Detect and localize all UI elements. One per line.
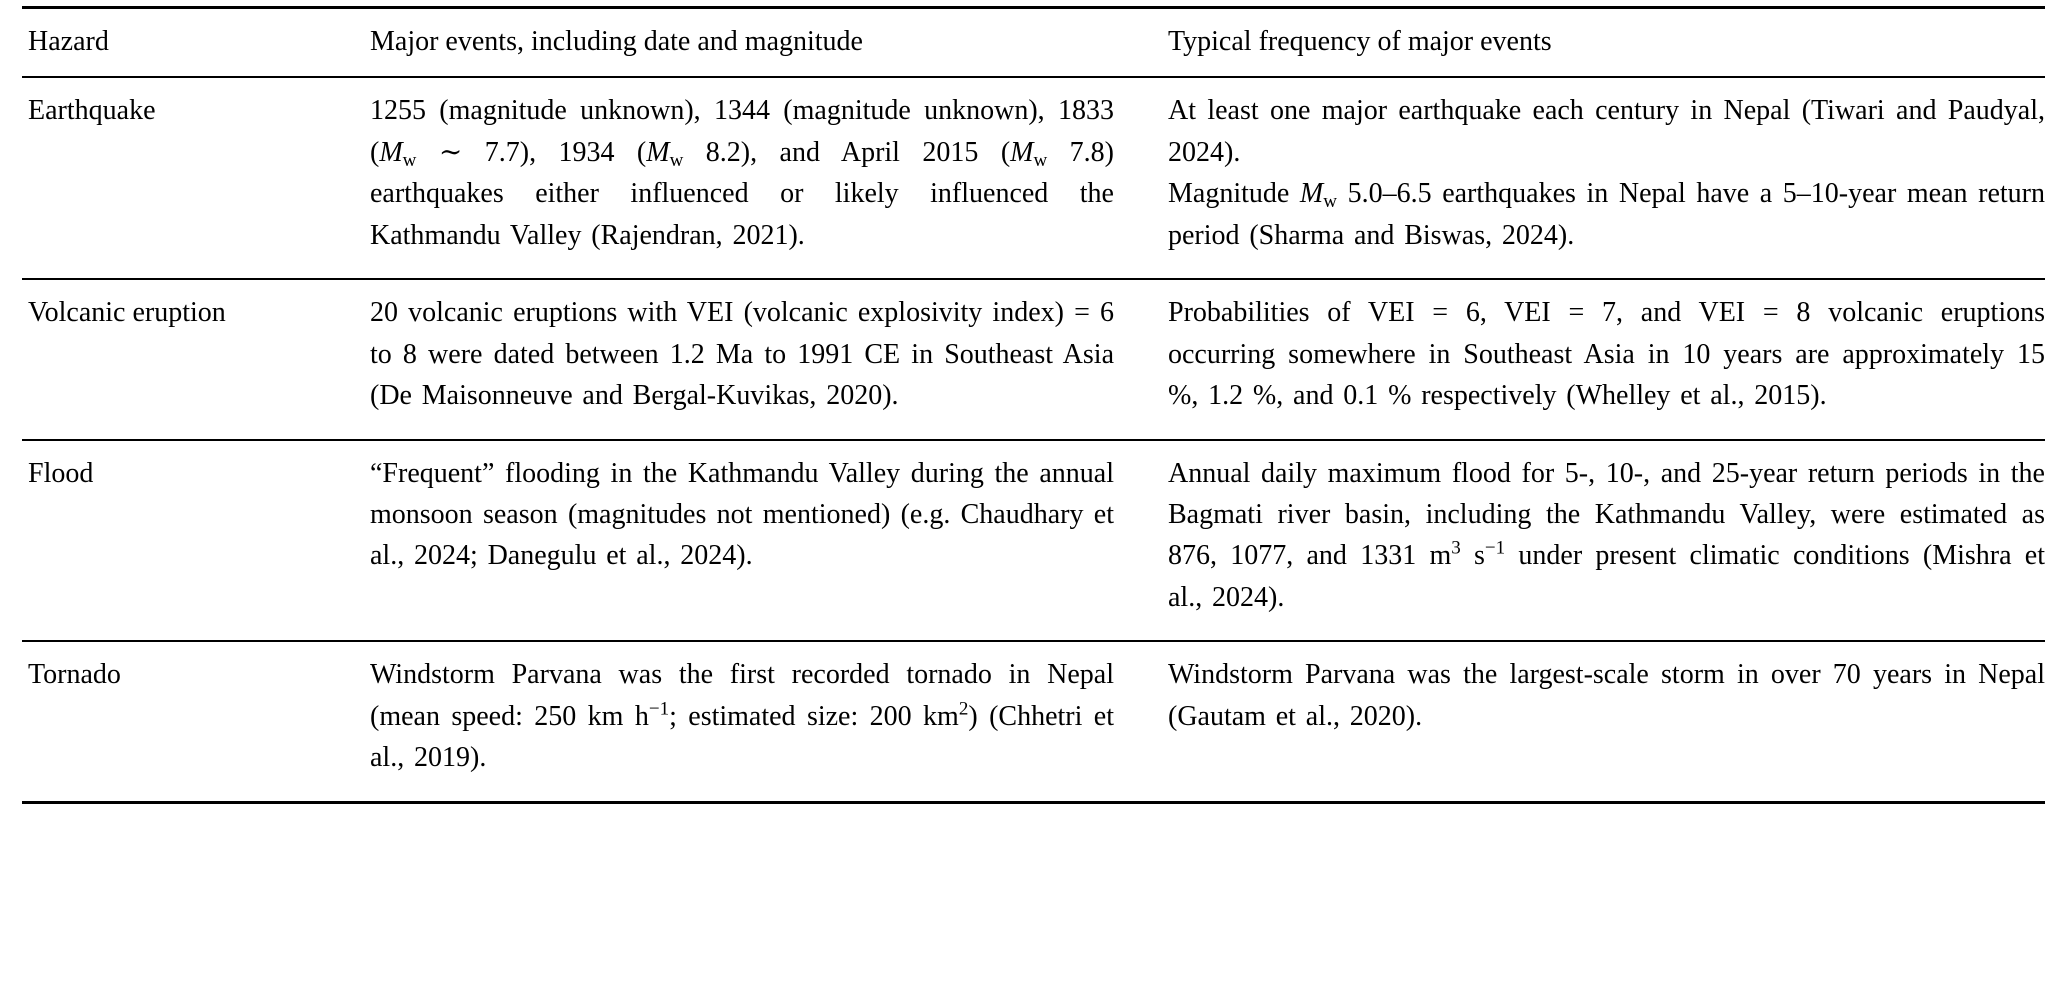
- hazard-cell: Flood: [22, 439, 364, 643]
- paragraph: Magnitude Mw 5.0–6.5 earthquakes in Nepa…: [1168, 178, 2045, 251]
- frequency-cell: Windstorm Parvana was the largest-scale …: [1162, 641, 2045, 804]
- major-events-cell: 1255 (magnitude unknown), 1344 (magnitud…: [364, 77, 1162, 281]
- table-header: Hazard Major events, including date and …: [22, 6, 2045, 79]
- paragraph: Windstorm Parvana was the first recorded…: [370, 659, 1114, 774]
- hazards-table: Hazard Major events, including date and …: [22, 6, 2045, 804]
- paragraph: 1255 (magnitude unknown), 1344 (magnitud…: [370, 95, 1115, 251]
- paragraph: Probabilities of VEI = 6, VEI = 7, and V…: [1168, 297, 2045, 412]
- paragraph: Annual daily maximum flood for 5-, 10-, …: [1168, 457, 2045, 613]
- header-row: Hazard Major events, including date and …: [22, 6, 2045, 79]
- hazard-cell: Earthquake: [22, 77, 364, 281]
- table-body: Earthquake 1255 (magnitude unknown), 1344…: [22, 77, 2045, 804]
- frequency-cell: At least one major earthquake each centu…: [1162, 77, 2045, 281]
- table-row: Earthquake 1255 (magnitude unknown), 1344…: [22, 77, 2045, 281]
- major-events-cell: “Frequent” flooding in the Kathmandu Val…: [364, 439, 1162, 643]
- major-events-cell: Windstorm Parvana was the first recorded…: [364, 641, 1162, 804]
- paragraph: “Frequent” flooding in the Kathmandu Val…: [370, 457, 1114, 572]
- table-row: Volcanic eruption 20 volcanic eruptions w…: [22, 279, 2045, 441]
- frequency-cell: Annual daily maximum flood for 5-, 10-, …: [1162, 439, 2045, 643]
- hazard-cell: Tornado: [22, 641, 364, 804]
- header-frequency: Typical frequency of major events: [1162, 6, 2045, 79]
- table-row: Tornado Windstorm Parvana was the first r…: [22, 641, 2045, 804]
- paragraph: Windstorm Parvana was the largest-scale …: [1168, 659, 2045, 732]
- paragraph: 20 volcanic eruptions with VEI (volcanic…: [370, 297, 1114, 412]
- paragraph: At least one major earthquake each centu…: [1168, 95, 2045, 168]
- major-events-cell: 20 volcanic eruptions with VEI (volcanic…: [364, 279, 1162, 441]
- frequency-cell: Probabilities of VEI = 6, VEI = 7, and V…: [1162, 279, 2045, 441]
- header-major-events: Major events, including date and magnitu…: [364, 6, 1162, 79]
- header-hazard: Hazard: [22, 6, 364, 79]
- hazard-cell: Volcanic eruption: [22, 279, 364, 441]
- paper-table-page: Hazard Major events, including date and …: [22, 6, 2045, 804]
- table-row: Flood “Frequent” flooding in the Kathmand…: [22, 439, 2045, 643]
